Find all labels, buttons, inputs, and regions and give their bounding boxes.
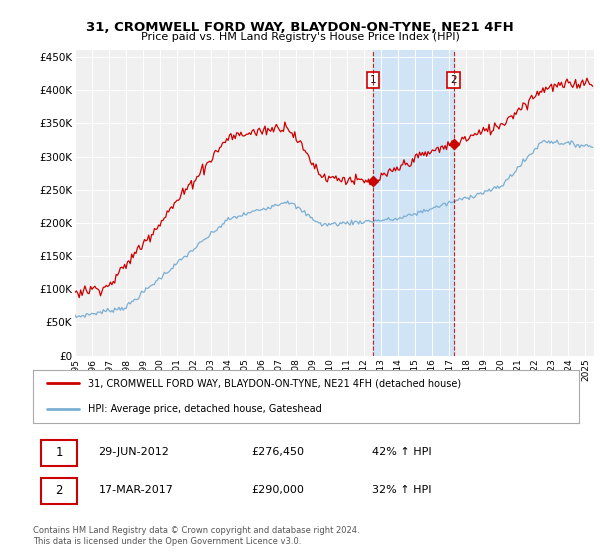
- Text: Contains HM Land Registry data © Crown copyright and database right 2024.
This d: Contains HM Land Registry data © Crown c…: [33, 526, 359, 546]
- Text: 1: 1: [55, 446, 63, 459]
- Text: 32% ↑ HPI: 32% ↑ HPI: [371, 486, 431, 496]
- Text: HPI: Average price, detached house, Gateshead: HPI: Average price, detached house, Gate…: [88, 404, 322, 414]
- FancyBboxPatch shape: [41, 440, 77, 466]
- Text: 17-MAR-2017: 17-MAR-2017: [98, 486, 173, 496]
- Text: 31, CROMWELL FORD WAY, BLAYDON-ON-TYNE, NE21 4FH (detached house): 31, CROMWELL FORD WAY, BLAYDON-ON-TYNE, …: [88, 379, 461, 389]
- Text: Price paid vs. HM Land Registry's House Price Index (HPI): Price paid vs. HM Land Registry's House …: [140, 32, 460, 43]
- Text: 1: 1: [370, 75, 376, 85]
- Text: £290,000: £290,000: [251, 486, 304, 496]
- Text: 29-JUN-2012: 29-JUN-2012: [98, 447, 169, 458]
- Text: 2: 2: [451, 75, 457, 85]
- Bar: [373, 50, 454, 356]
- Text: 31, CROMWELL FORD WAY, BLAYDON-ON-TYNE, NE21 4FH: 31, CROMWELL FORD WAY, BLAYDON-ON-TYNE, …: [86, 21, 514, 34]
- Text: 2: 2: [55, 484, 63, 497]
- Text: 42% ↑ HPI: 42% ↑ HPI: [371, 447, 431, 458]
- Text: £276,450: £276,450: [251, 447, 304, 458]
- FancyBboxPatch shape: [41, 478, 77, 504]
